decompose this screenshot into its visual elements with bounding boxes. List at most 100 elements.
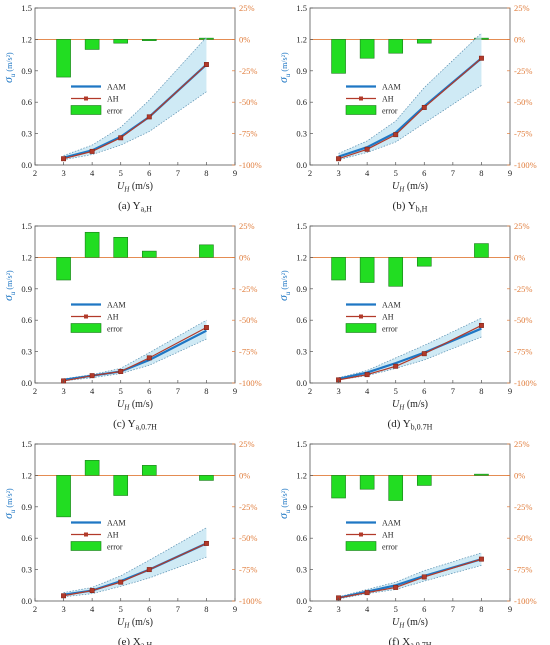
y2-tick-label: -25% [239,66,257,76]
panel-caption: (e) Xa,H [118,636,152,645]
error-bar [141,250,157,258]
panel-caption: (a) Ya,H [118,200,152,214]
x-tick-label: 7 [176,386,180,396]
legend-marker-ah [84,96,88,101]
legend-label-error: error [382,107,398,116]
panel-caption: (c) Ya,0.7H [113,418,157,432]
band-upper-edge [338,317,482,379]
band-upper-edge [338,32,482,154]
legend-label-error: error [107,543,123,552]
x-tick-label: 4 [365,168,370,178]
y2-tick-label: -75% [514,129,532,139]
band-lower-edge [338,565,482,600]
x-axis-label: UH (m/s) [392,181,428,194]
x-tick-label: 3 [336,168,340,178]
y2-tick-label: 0% [239,470,250,480]
error-bar [331,257,346,281]
panel-caption: (d) Yb,0.7H [388,418,433,432]
y2-tick-label: 0% [514,470,525,480]
legend-label-aam: AAM [382,519,401,528]
uncertainty-band [338,552,482,599]
legend-label-aam: AAM [107,83,126,92]
y2-tick-label: -100% [514,378,537,388]
x-axis-label: UH (m/s) [392,617,428,630]
y-axis-label: σu (m/s²) [276,270,292,301]
legend-label-aam: AAM [382,301,401,310]
ah-marker [393,584,399,590]
x-tick-label: 4 [90,168,95,178]
x-axis-label: UH (m/s) [117,617,153,630]
chart-panel-c: 2 3 4 5 6 7 8 9 0.0 0.3 0.6 0.9 1.2 1.5 -100% -75% -50% -… [1,221,262,432]
x-tick-label: 2 [33,168,37,178]
legend-label-error: error [107,325,123,334]
y2-tick-label: -100% [514,160,537,170]
legend: AAM AH error [345,83,401,116]
y-tick-label: 1.2 [296,252,307,262]
legend-label-ah: AH [107,531,119,540]
y2-tick-label: 25% [239,3,255,13]
ah-marker [118,369,124,374]
ah-marker [393,363,399,369]
ah-marker [146,114,152,120]
x-tick-label: 5 [394,604,398,614]
x-axis-label: UH (m/s) [392,399,428,412]
ah-marker [89,588,95,593]
legend-label-aam: AAM [107,301,126,310]
ah-marker [89,373,95,379]
ah-marker [118,135,124,141]
ah-marker [421,574,427,580]
y2-tick-label: -25% [514,502,532,512]
error-bar [113,237,129,258]
y2-tick-label: -50% [239,315,257,325]
x-tick-label: 8 [204,386,208,396]
error-bar [359,257,375,283]
legend-label-ah: AH [382,313,394,322]
legend-label-error: error [382,543,398,552]
ah-marker [336,156,342,162]
y2-tick-label: -50% [239,97,257,107]
error-bar [388,257,404,287]
legend-marker-ah [84,314,88,319]
ah-marker [61,156,67,162]
y2-tick-label: -25% [514,66,532,76]
x-tick-label: 7 [451,604,455,614]
error-bar [474,243,489,258]
plot-frame [309,7,511,166]
y-tick-label: 1.5 [21,221,32,231]
y-axis-label: σu (m/s²) [276,488,292,519]
y-tick-label: 0.6 [21,315,32,325]
y2-tick-label: 0% [514,34,525,44]
legend-label-ah: AH [107,95,119,104]
y2-tick-label: 0% [514,252,525,262]
y-tick-label: 1.2 [296,470,307,480]
x-tick-label: 9 [508,604,512,614]
uncertainty-band [63,37,207,160]
y2-tick-label: 0% [239,252,250,262]
y-tick-label: 0.0 [21,596,32,606]
y2-tick-label: -75% [514,347,532,357]
ah-marker [421,351,427,357]
error-bar [199,244,214,258]
legend: AAM AH error [345,301,401,334]
x-tick-label: 6 [147,604,151,614]
y-tick-label: 0.6 [296,97,307,107]
error-bar [84,39,100,50]
y-tick-label: 0.9 [21,66,32,76]
error-bar [331,39,346,74]
uncertainty-band [63,320,207,381]
x-tick-label: 8 [479,386,483,396]
legend: AAM AH error [345,519,401,552]
error-bar [474,473,489,476]
error-bar [388,475,404,501]
y-tick-label: 0.6 [296,315,307,325]
legend: AAM AH error [70,519,126,552]
legend: AAM AH error [70,301,126,334]
legend-label-aam: AAM [107,519,126,528]
error-bar [113,475,129,496]
ah-marker [364,590,370,596]
legend-swatch-error [70,541,102,551]
y-tick-label: 0.3 [21,129,32,139]
y-axis-label: σu (m/s²) [1,488,17,519]
x-tick-label: 4 [90,604,95,614]
band-lower-edge [63,556,207,598]
